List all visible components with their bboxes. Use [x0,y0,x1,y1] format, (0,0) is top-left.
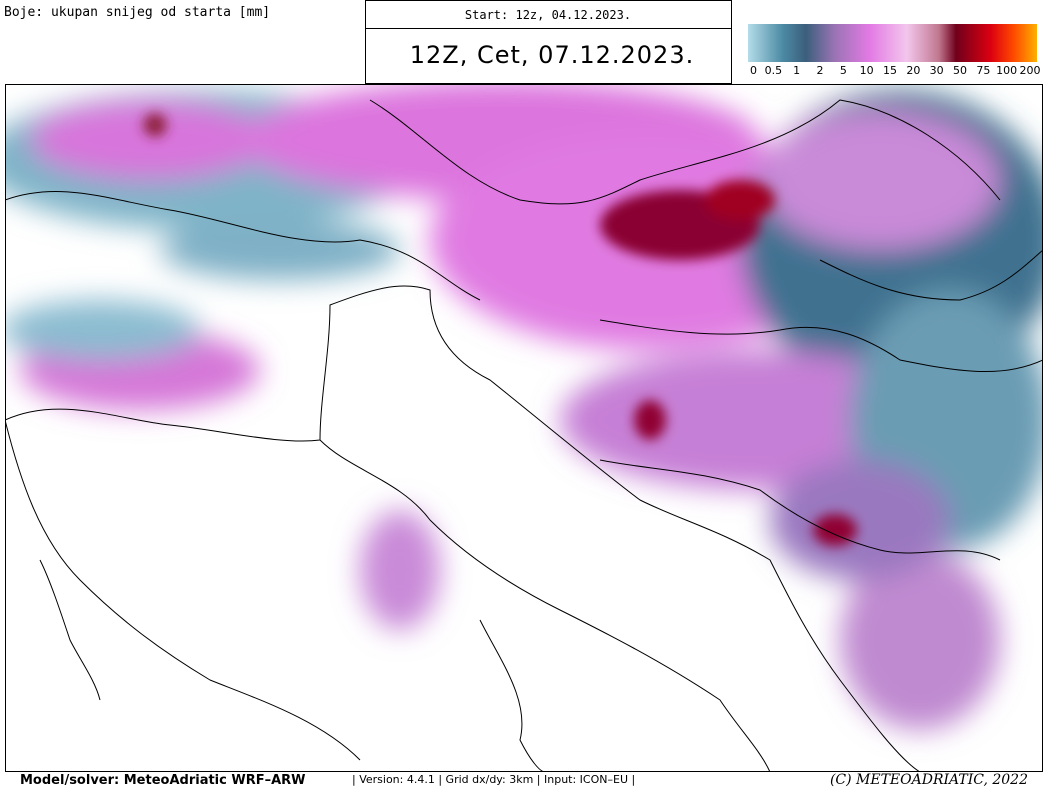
colorbar-label: 1 [793,64,800,77]
colorbar-label: 20 [906,64,920,77]
colorbar-label: 200 [1020,64,1041,77]
header-box [365,0,732,84]
colorbar-label: 0.5 [765,64,783,77]
colorbar-label: 30 [930,64,944,77]
legend-title: Boje: ukupan snijeg od starta [mm] [4,5,270,20]
valid-time: 12Z, Cet, 07.12.2023. [410,41,694,69]
footer-copyright: (C) METEOADRIATIC, 2022 [830,772,1028,788]
footer-details: | Version: 4.4.1 | Grid dx/dy: 3km | Inp… [352,773,635,786]
colorbar-label: 15 [883,64,897,77]
colorbar-label: 50 [953,64,967,77]
colorbar-label: 10 [860,64,874,77]
colorbar [748,24,1037,62]
colorbar-label: 0 [750,64,757,77]
colorbar-labels: 0 0.5 1 2 5 10 15 20 30 50 75 100 200 [750,64,1041,77]
colorbar-label: 75 [976,64,990,77]
start-time: Start: 12z, 04.12.2023. [465,8,631,22]
map [5,84,1043,772]
colorbar-label: 5 [840,64,847,77]
colorbar-label: 100 [996,64,1017,77]
footer-model: Model/solver: MeteoAdriatic WRF–ARW [20,773,306,788]
colorbar-label: 2 [817,64,824,77]
